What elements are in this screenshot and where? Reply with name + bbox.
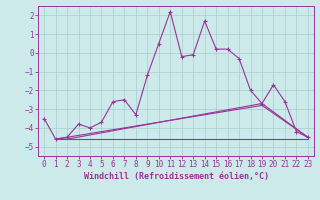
X-axis label: Windchill (Refroidissement éolien,°C): Windchill (Refroidissement éolien,°C) <box>84 172 268 181</box>
